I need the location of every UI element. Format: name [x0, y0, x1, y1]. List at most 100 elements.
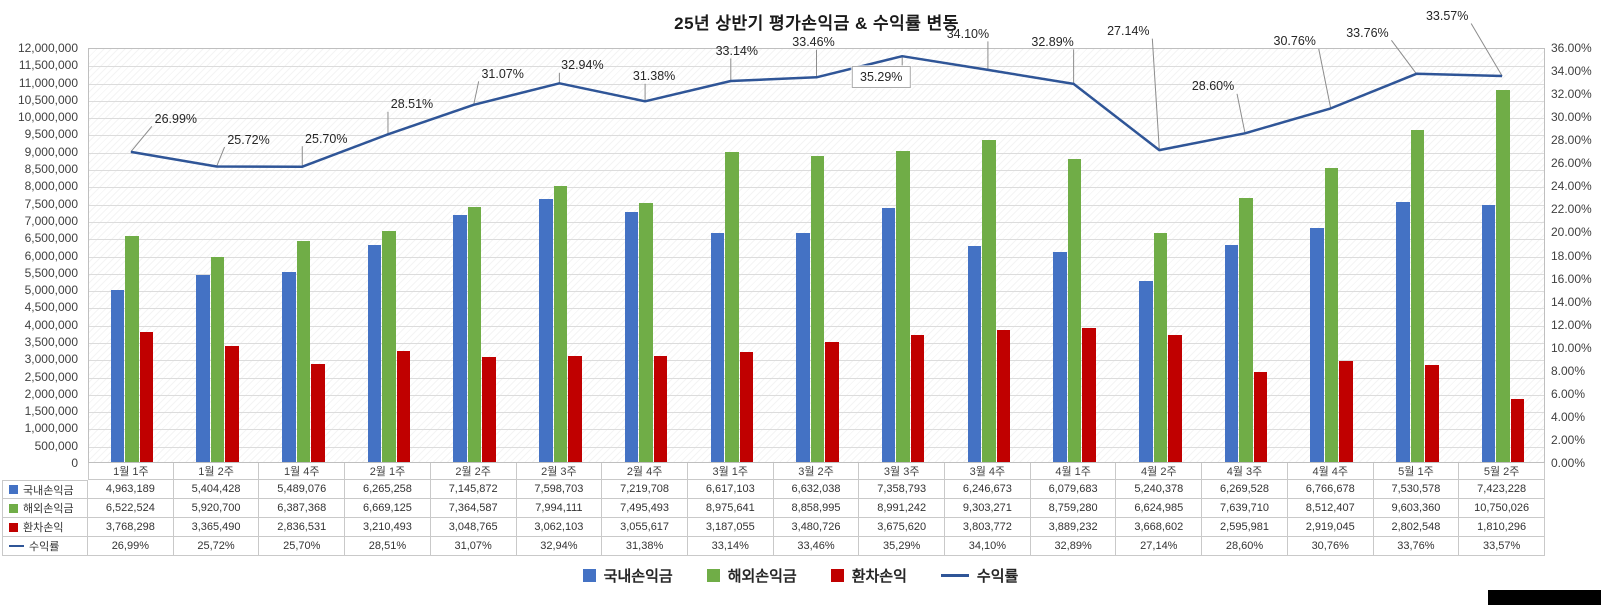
domestic-pl-bar[interactable]: [881, 207, 896, 462]
overseas-pl-bar[interactable]: [896, 151, 910, 462]
overseas-pl-bar[interactable]: [1239, 197, 1253, 462]
fx-pl-bar[interactable]: [1168, 335, 1182, 462]
table-cell: 4,963,189: [88, 480, 174, 499]
return-rate-data-label[interactable]: 26.99%: [154, 111, 198, 126]
domestic-pl-bar[interactable]: [1310, 228, 1324, 462]
return-rate-data-label[interactable]: 25.70%: [305, 131, 348, 146]
overseas-pl-bar[interactable]: [725, 151, 739, 462]
return-rate-data-label[interactable]: 28.51%: [390, 97, 434, 112]
chart-title[interactable]: 25년 상반기 평가손익금 & 수익률 변동: [674, 14, 959, 33]
return-rate-data-label[interactable]: 31.38%: [632, 69, 676, 84]
legend-item-domestic-pl[interactable]: 국내손익금: [582, 565, 673, 586]
overseas-pl-bar[interactable]: [639, 202, 653, 462]
domestic-pl-bar[interactable]: [110, 290, 125, 462]
fx-pl-bar[interactable]: [910, 334, 925, 462]
return-rate-data-label[interactable]: 34.10%: [946, 26, 990, 41]
return-rate-data-label[interactable]: 33.14%: [715, 43, 758, 58]
return-rate-data-label[interactable]: 25.72%: [227, 132, 270, 147]
domestic-pl-bar[interactable]: [1139, 280, 1153, 462]
table-cell: 8,759,280: [1030, 499, 1117, 518]
return-rate-data-label[interactable]: 33.57%: [1425, 9, 1469, 23]
return-rate-data-label[interactable]: 33.46%: [792, 35, 835, 50]
overseas-pl-bar[interactable]: [553, 185, 568, 462]
domestic-pl-bar[interactable]: [196, 275, 210, 462]
return-rate-data-label[interactable]: 33.76%: [1346, 25, 1389, 40]
table-cell: 31,07%: [430, 537, 517, 556]
y-axis-left-tick-label: 4,500,000: [24, 300, 78, 315]
table-cell: 33,76%: [1373, 537, 1460, 556]
y-axis-left-tick-label: 9,000,000: [24, 144, 78, 159]
overseas-pl-bar[interactable]: [210, 257, 225, 462]
fx-pl-bar[interactable]: [653, 356, 668, 462]
table-cell: 3,768,298: [88, 518, 174, 537]
fx-pl-bar[interactable]: [1082, 327, 1096, 462]
domestic-pl-bar[interactable]: [1396, 201, 1410, 462]
table-row-label: 수익률: [2, 537, 88, 556]
table-cell: 3,048,765: [430, 518, 517, 537]
legend-item-overseas-pl[interactable]: 해외손익금: [706, 565, 797, 586]
table-cell: 31,38%: [602, 537, 688, 556]
overseas-pl-bar[interactable]: [125, 236, 139, 462]
return-rate-data-label[interactable]: 31.07%: [481, 66, 524, 81]
fx-pl-bar[interactable]: [1339, 361, 1353, 462]
overseas-pl-bar[interactable]: [810, 155, 825, 462]
legend-item-return-rate[interactable]: 수익률: [940, 565, 1018, 586]
legend-label: 해외손익금: [727, 567, 797, 585]
domestic-pl-bar[interactable]: [967, 245, 982, 462]
fx-pl-bar[interactable]: [1253, 372, 1268, 462]
y-axis-left-tick-label: 10,500,000: [17, 92, 78, 107]
fx-pl-bar[interactable]: [739, 351, 754, 462]
fx-pl-bar[interactable]: [225, 345, 239, 462]
overseas-pl-bar[interactable]: [296, 241, 310, 462]
domestic-pl-bar[interactable]: [367, 245, 382, 462]
overseas-pl-bar[interactable]: [1067, 159, 1082, 462]
domestic-pl-bar[interactable]: [624, 212, 639, 462]
domestic-pl-bar[interactable]: [796, 232, 810, 462]
table-cell: 2,836,531: [259, 518, 346, 537]
domestic-pl-bar[interactable]: [1053, 251, 1067, 462]
fx-pl-bar[interactable]: [311, 363, 325, 462]
fx-pl-bar[interactable]: [396, 350, 411, 462]
return-rate-data-label[interactable]: 28.60%: [1191, 79, 1235, 94]
domestic-pl-bar[interactable]: [282, 272, 296, 462]
fx-pl-bar[interactable]: [1510, 399, 1525, 462]
table-cell: 27,14%: [1116, 537, 1203, 556]
overseas-pl-bar[interactable]: [982, 140, 996, 462]
fx-pl-bar[interactable]: [825, 341, 839, 462]
overseas-pl-bar[interactable]: [1324, 167, 1339, 462]
return-rate-data-label[interactable]: 35.29%: [852, 66, 911, 89]
fx-pl-bar[interactable]: [482, 356, 496, 462]
category-label: 2월 4주: [602, 463, 688, 480]
overseas-pl-bar[interactable]: [382, 231, 396, 462]
domestic-pl-bar[interactable]: [710, 233, 725, 462]
table-cell: 7,219,708: [602, 480, 688, 499]
fx-pl-bar[interactable]: [996, 330, 1011, 462]
legend-label: 환차손익: [851, 567, 907, 585]
return-rate-data-label[interactable]: 30.76%: [1273, 34, 1316, 49]
fx-pl-bar[interactable]: [139, 331, 154, 462]
domestic-pl-bar[interactable]: [539, 199, 553, 462]
domestic-pl-bar[interactable]: [1481, 205, 1496, 462]
table-cell: 5,920,700: [173, 499, 260, 518]
table-cell: 2,595,981: [1202, 518, 1288, 537]
overseas-pl-bar[interactable]: [1153, 232, 1168, 462]
y-axis-left-tick-label: 3,000,000: [24, 352, 78, 367]
domestic-pl-bar[interactable]: [1224, 245, 1239, 462]
fx-pl-bar[interactable]: [568, 356, 582, 462]
overseas-pl-bar[interactable]: [467, 207, 482, 462]
fx-pl-bar[interactable]: [1425, 365, 1439, 462]
legend-item-fx-pl[interactable]: 환차손익: [830, 565, 907, 586]
overseas-pl-bar[interactable]: [1410, 129, 1425, 462]
domestic-pl-bar[interactable]: [453, 214, 467, 462]
return-rate-data-label[interactable]: 32.94%: [561, 58, 604, 73]
category-label: 2월 3주: [516, 463, 603, 480]
table-cell: 7,598,703: [516, 480, 603, 499]
return-rate-data-label[interactable]: 27.14%: [1107, 24, 1150, 39]
return-rate-data-label[interactable]: 32.89%: [1031, 34, 1074, 49]
table-row-label: 환차손익: [2, 518, 88, 537]
overseas-pl-bar[interactable]: [1496, 90, 1510, 462]
table-key-return-rate-icon: [9, 545, 24, 547]
y-axis-left-tick-label: 11,000,000: [18, 75, 78, 90]
y-axis-right-tick-label: 36.00%: [1551, 41, 1592, 55]
